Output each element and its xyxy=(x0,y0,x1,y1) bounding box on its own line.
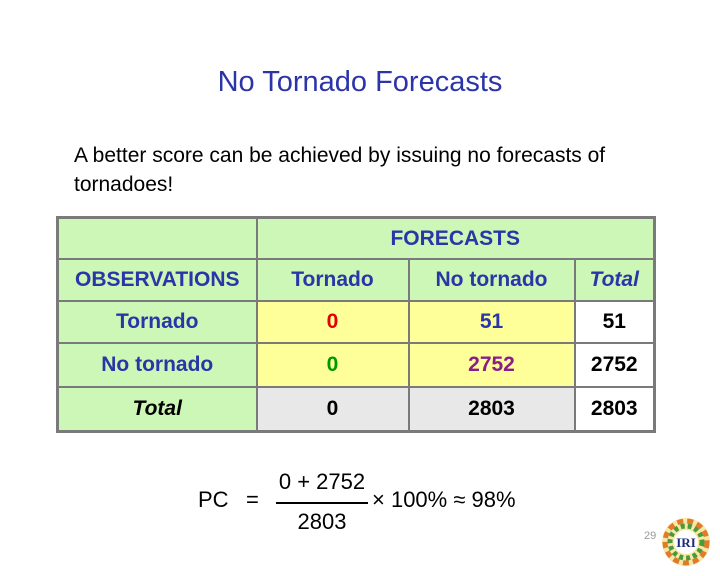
row-header-total: Total xyxy=(56,386,258,433)
cell-row-total-no-tornado: 2752 xyxy=(573,342,656,388)
cell-hits: 0 xyxy=(255,300,410,344)
cell-grand-total: 2803 xyxy=(573,386,656,433)
col-header-tornado: Tornado xyxy=(255,258,410,302)
cell-col-total-tornado: 0 xyxy=(255,386,410,433)
row-header-no-tornado: No tornado xyxy=(56,342,258,388)
cell-misses: 51 xyxy=(407,300,576,344)
corner-cell xyxy=(56,216,258,260)
formula-result: × 100% ≈ 98% xyxy=(372,487,516,512)
intro-text: A better score can be achieved by issuin… xyxy=(74,144,606,196)
col-header-total: Total xyxy=(573,258,656,302)
forecasts-header: FORECASTS xyxy=(255,216,656,260)
formula-denominator: 2803 xyxy=(297,509,347,534)
observations-header: OBSERVATIONS xyxy=(56,258,258,302)
cell-col-total-no-tornado: 2803 xyxy=(407,386,576,433)
cell-row-total-tornado: 51 xyxy=(573,300,656,344)
col-header-no-tornado: No tornado xyxy=(407,258,576,302)
cell-correct-negatives: 2752 xyxy=(407,342,576,388)
svg-text:IRI: IRI xyxy=(676,535,696,550)
formula-equals: = xyxy=(246,487,259,512)
slide-title: No Tornado Forecasts xyxy=(217,66,503,98)
fraction-bar xyxy=(276,502,368,504)
formula-lhs: PC xyxy=(198,487,229,512)
formula-numerator: 0 + 2752 xyxy=(278,469,366,494)
page-number: 29 xyxy=(644,530,657,542)
pc-formula: PC = 0 + 2752 2803 × 100% ≈ 98% xyxy=(198,466,558,536)
iri-logo-icon: IRI xyxy=(662,518,710,566)
cell-false-alarms: 0 xyxy=(255,342,410,388)
contingency-table: FORECASTS OBSERVATIONS Tornado No tornad… xyxy=(56,216,656,433)
row-header-tornado: Tornado xyxy=(56,300,258,344)
